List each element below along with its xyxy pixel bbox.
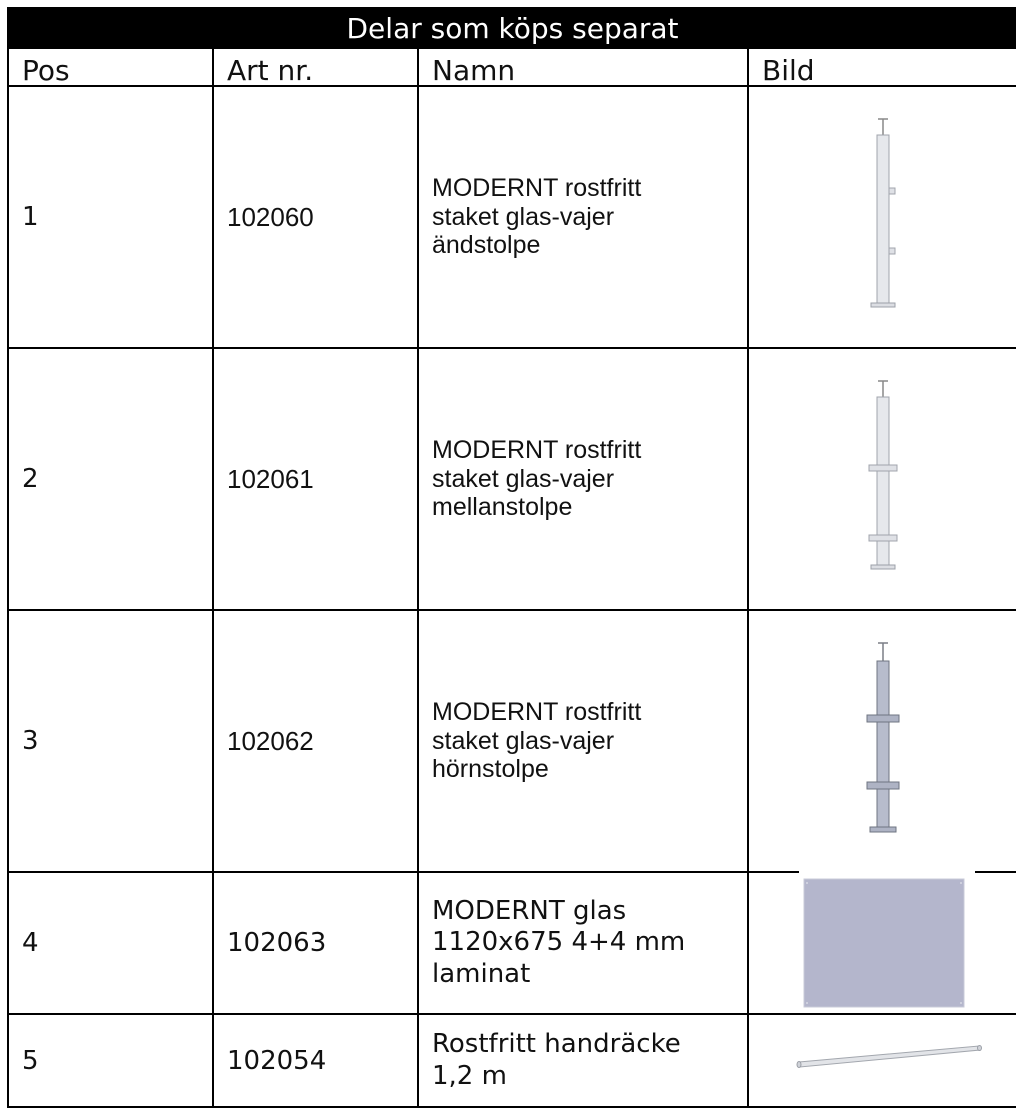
border-gap: [799, 870, 975, 876]
row-name-line: mellanstolpe: [432, 493, 573, 522]
row-name-line: staket glas-vajer: [432, 202, 615, 231]
row-name-line: MODERNT glas: [432, 896, 627, 927]
table-row: 2 102061 MODERNT rostfritt staket glas-v…: [7, 347, 1016, 611]
parts-table: Delar som köps separat Pos Art nr. Namn …: [6, 7, 1016, 1108]
end-post-icon: [870, 118, 896, 308]
row-image: [746, 1013, 1016, 1108]
row-image: [746, 609, 1016, 873]
table-row: 1 102060 MODERNT rostfritt staket glas-v…: [7, 85, 1016, 349]
row-art-nr: 102061: [212, 347, 419, 611]
row-pos: 3: [7, 609, 214, 873]
row-art-nr: 102062: [212, 609, 419, 873]
row-name: MODERNT rostfritt staket glas-vajer mell…: [417, 347, 749, 611]
row-name-line: MODERNT rostfritt: [432, 697, 642, 726]
row-image: [746, 870, 1016, 1015]
row-name: Rostfritt handräcke 1,2 m: [417, 1013, 749, 1108]
row-art-nr: 102060: [212, 85, 419, 349]
row-name-line: MODERNT rostfritt: [432, 435, 642, 464]
row-name-line: staket glas-vajer: [432, 726, 615, 755]
table-row: 4 102063 MODERNT glas 1120x675 4+4 mm la…: [7, 870, 1016, 1015]
header-image: Bild: [746, 47, 1016, 87]
glass-panel-icon: [803, 878, 965, 1008]
corner-post-icon: [866, 642, 900, 833]
row-name: MODERNT rostfritt staket glas-vajer änds…: [417, 85, 749, 349]
table-row: 5 102054 Rostfritt handräcke 1,2 m: [7, 1013, 1016, 1108]
row-name-line: 1120x675 4+4 mm: [432, 927, 686, 958]
row-name-line: MODERNT rostfritt: [432, 173, 642, 202]
row-pos: 4: [7, 871, 214, 1015]
table-header-row: Pos Art nr. Namn Bild: [7, 47, 1016, 87]
row-name-line: ändstolpe: [432, 231, 541, 260]
header-name: Namn: [417, 47, 749, 87]
row-name-line: staket glas-vajer: [432, 464, 615, 493]
middle-post-icon: [868, 380, 898, 570]
row-name-line: 1,2 m: [432, 1060, 507, 1091]
table-title: Delar som köps separat: [6, 7, 1016, 49]
row-name: MODERNT glas 1120x675 4+4 mm laminat: [417, 871, 749, 1015]
row-name-line: hörnstolpe: [432, 755, 549, 784]
row-pos: 1: [7, 85, 214, 349]
row-art-nr: 102063: [212, 871, 419, 1015]
row-image: [746, 85, 1016, 349]
handrail-icon: [796, 1044, 982, 1068]
table-title-row: Delar som köps separat: [6, 7, 1016, 49]
row-name-line: Rostfritt handräcke: [432, 1029, 681, 1060]
row-image: [746, 347, 1016, 611]
row-name-line: laminat: [432, 958, 531, 989]
row-name: MODERNT rostfritt staket glas-vajer hörn…: [417, 609, 749, 873]
row-pos: 5: [7, 1013, 214, 1108]
row-art-nr: 102054: [212, 1013, 419, 1108]
table-row: 3 102062 MODERNT rostfritt staket glas-v…: [7, 609, 1016, 873]
row-pos: 2: [7, 347, 214, 611]
header-art-nr: Art nr.: [212, 47, 419, 87]
header-pos: Pos: [7, 47, 214, 87]
